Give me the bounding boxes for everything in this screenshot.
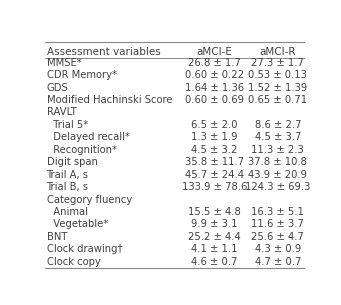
Text: 11.3 ± 2.3: 11.3 ± 2.3 [251,145,304,155]
Text: 16.3 ± 5.1: 16.3 ± 5.1 [251,207,304,217]
Text: 4.5 ± 3.2: 4.5 ± 3.2 [191,145,238,155]
Text: 27.3 ± 1.7: 27.3 ± 1.7 [251,58,304,68]
Text: Animal: Animal [47,207,88,217]
Text: 25.6 ± 4.7: 25.6 ± 4.7 [251,232,304,242]
Text: 1.64 ± 1.36: 1.64 ± 1.36 [185,83,244,92]
Text: Delayed recall*: Delayed recall* [47,132,130,142]
Text: 0.53 ± 0.13: 0.53 ± 0.13 [248,70,307,80]
Text: Trail A, s: Trail A, s [47,170,89,180]
Text: aMCI-E: aMCI-E [196,47,232,57]
Text: 35.8 ± 11.7: 35.8 ± 11.7 [185,157,244,167]
Text: 4.7 ± 0.7: 4.7 ± 0.7 [255,257,301,267]
Text: 0.60 ± 0.22: 0.60 ± 0.22 [185,70,244,80]
Text: 133.9 ± 78.6: 133.9 ± 78.6 [182,182,247,192]
Text: RAVLT: RAVLT [47,107,76,117]
Text: Assessment variables: Assessment variables [47,47,160,57]
Text: GDS: GDS [47,83,68,92]
Text: BNT: BNT [47,232,67,242]
Text: 4.5 ± 3.7: 4.5 ± 3.7 [255,132,301,142]
Text: 0.60 ± 0.69: 0.60 ± 0.69 [185,95,244,105]
Text: 43.9 ± 20.9: 43.9 ± 20.9 [248,170,307,180]
Text: 4.1 ± 1.1: 4.1 ± 1.1 [191,244,238,254]
Text: 26.8 ± 1.7: 26.8 ± 1.7 [188,58,241,68]
Text: 0.65 ± 0.71: 0.65 ± 0.71 [248,95,307,105]
Text: CDR Memory*: CDR Memory* [47,70,117,80]
Text: 6.5 ± 2.0: 6.5 ± 2.0 [191,120,238,130]
Text: 4.6 ± 0.7: 4.6 ± 0.7 [191,257,238,267]
Text: Clock copy: Clock copy [47,257,100,267]
Text: 1.52 ± 1.39: 1.52 ± 1.39 [248,83,308,92]
Text: 124.3 ± 69.3: 124.3 ± 69.3 [245,182,311,192]
Text: 11.6 ± 3.7: 11.6 ± 3.7 [251,220,304,229]
Text: 8.6 ± 2.7: 8.6 ± 2.7 [255,120,301,130]
Text: Digit span: Digit span [47,157,98,167]
Text: Recognition*: Recognition* [47,145,117,155]
Text: Category fluency: Category fluency [47,195,132,205]
Text: aMCI-R: aMCI-R [260,47,296,57]
Text: MMSE*: MMSE* [47,58,81,68]
Text: 1.3 ± 1.9: 1.3 ± 1.9 [191,132,238,142]
Text: 25.2 ± 4.4: 25.2 ± 4.4 [188,232,241,242]
Text: Clock drawing†: Clock drawing† [47,244,122,254]
Text: Modified Hachinski Score: Modified Hachinski Score [47,95,172,105]
Text: 4.3 ± 0.9: 4.3 ± 0.9 [255,244,301,254]
Text: Trial B, s: Trial B, s [47,182,89,192]
Text: 45.7 ± 24.4: 45.7 ± 24.4 [185,170,244,180]
Text: Trial 5*: Trial 5* [47,120,88,130]
Text: 37.8 ± 10.8: 37.8 ± 10.8 [248,157,307,167]
Text: 9.9 ± 3.1: 9.9 ± 3.1 [191,220,238,229]
Text: 15.5 ± 4.8: 15.5 ± 4.8 [188,207,241,217]
Text: Vegetable*: Vegetable* [47,220,108,229]
